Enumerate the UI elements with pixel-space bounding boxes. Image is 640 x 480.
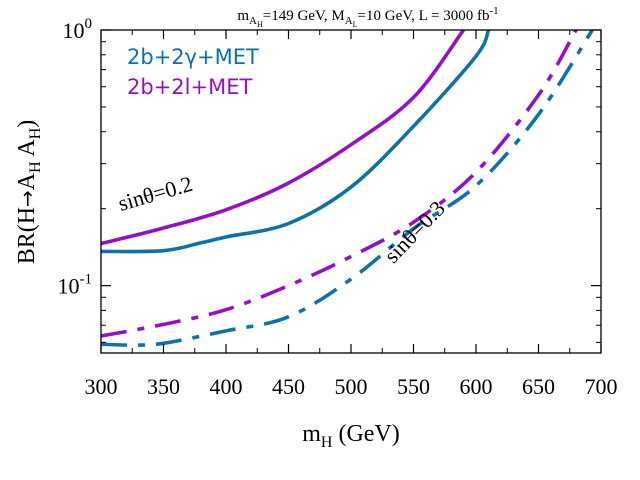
legend-item-2b2gamma: 2b+2γ+MET [127, 45, 259, 69]
plot-frame [100, 29, 602, 354]
series-line-0 [101, 30, 465, 246]
y-tick-labels: 100 10-1 [58, 16, 93, 299]
annotation-sin-theta-0-3: sinθ=0.3 [379, 196, 450, 268]
x-axis-label: mH (GeV) [302, 421, 400, 451]
x-tick-label: 600 [460, 374, 493, 399]
chart-title: mAH=149 GeV, MAL=10 GeV, L = 3000 fb-1 [237, 5, 498, 29]
annotation-sin-theta-0-2: sinθ=0.2 [115, 171, 195, 216]
y-axis-label: BR(H→AH AH) [14, 120, 44, 265]
x-tick-labels: 300 350 400 450 500 550 600 650 700 [85, 374, 618, 399]
x-tick-label: 450 [272, 374, 305, 399]
series-line-1 [101, 30, 491, 254]
series-line-2 [101, 30, 578, 338]
x-tick-label: 300 [85, 374, 118, 399]
legend-item-2b2l: 2b+2l+MET [127, 75, 252, 99]
x-tick-label: 400 [210, 374, 243, 399]
x-tick-label: 650 [522, 374, 555, 399]
x-tick-label: 350 [147, 374, 180, 399]
x-tick-label: 700 [585, 374, 618, 399]
y-tick-label: 10-1 [58, 272, 93, 299]
x-tick-label: 500 [335, 374, 368, 399]
series-layer [101, 30, 594, 347]
tick-layer [100, 29, 602, 353]
y-tick-label: 100 [63, 16, 93, 43]
x-tick-label: 550 [397, 374, 430, 399]
